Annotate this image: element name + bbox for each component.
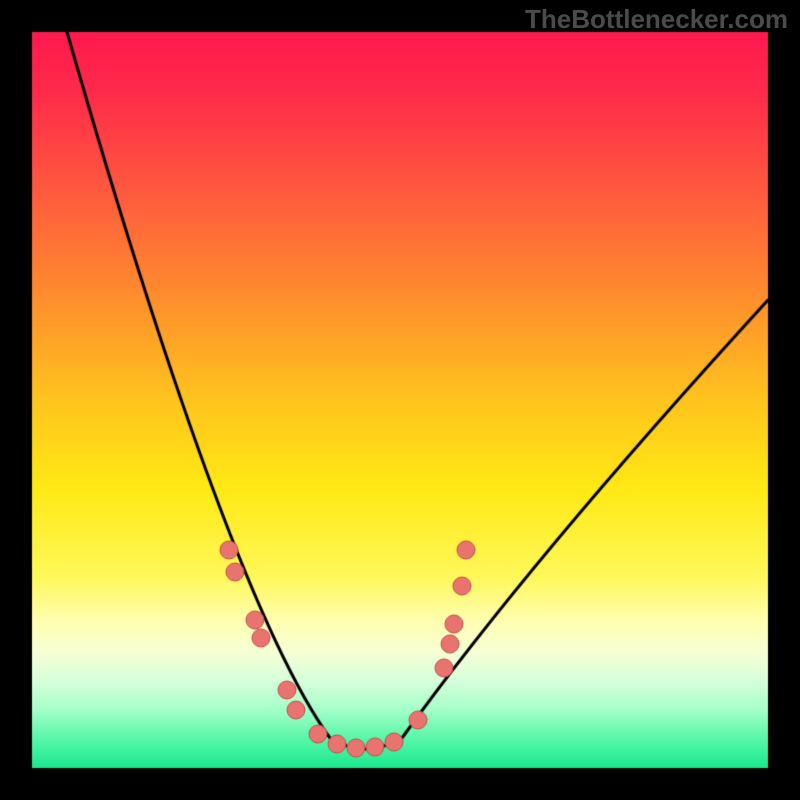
- watermark-text: TheBottlenecker.com: [525, 4, 788, 35]
- bottleneck-curve-chart: [0, 0, 800, 800]
- chart-stage: TheBottlenecker.com: [0, 0, 800, 800]
